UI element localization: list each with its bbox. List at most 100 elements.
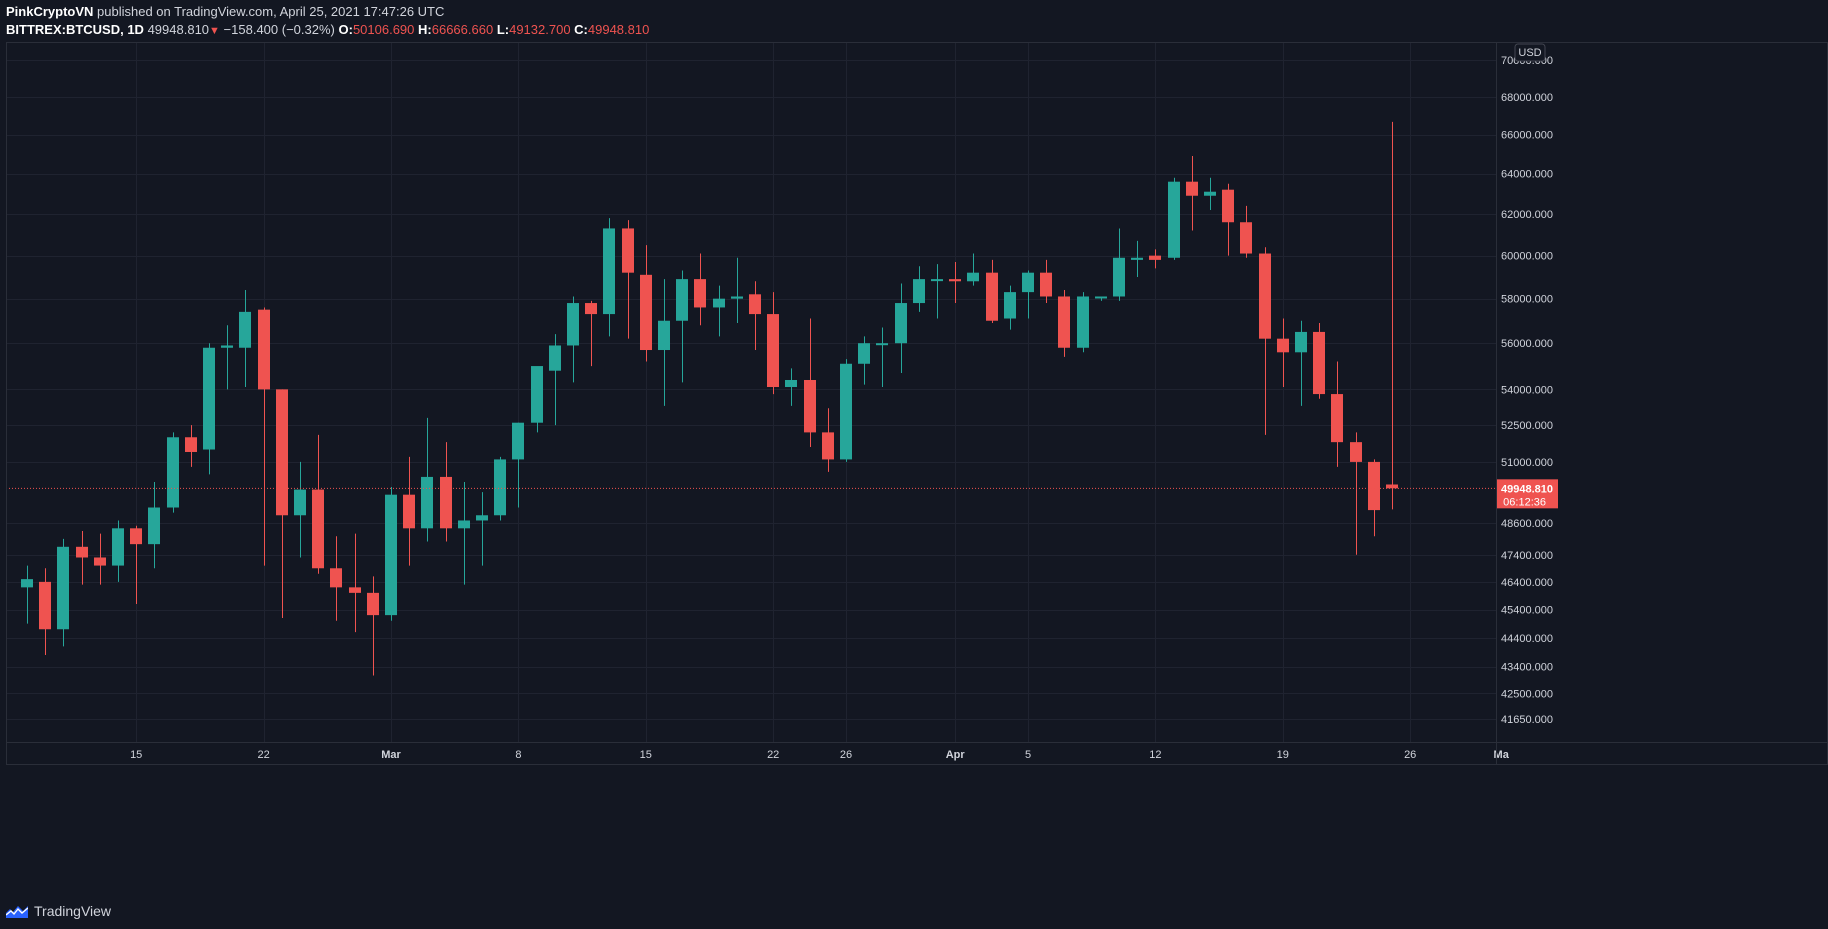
candle-body — [276, 389, 288, 516]
candle-body — [21, 579, 33, 588]
candle-up — [421, 417, 433, 542]
time-tick-label: 22 — [767, 749, 779, 761]
candle-body — [1004, 292, 1016, 319]
candle-body — [221, 345, 233, 348]
time-tick-label: 8 — [515, 749, 521, 761]
time-tick-label: 19 — [1277, 749, 1289, 761]
candle-body — [1186, 181, 1198, 196]
high-label: H: — [418, 22, 432, 37]
candle-body — [1277, 338, 1289, 353]
price-tick-label: 58000.000 — [1501, 294, 1553, 306]
candle-body — [1113, 257, 1125, 297]
candle-down — [1058, 289, 1070, 357]
candle-up — [567, 296, 579, 383]
candle-up — [167, 432, 179, 513]
candle-body — [694, 279, 706, 308]
open-value: 50106.690 — [352, 22, 415, 37]
last-price-badge — [1496, 479, 1558, 509]
candle-down — [1350, 432, 1362, 555]
time-tick-label: Apr — [946, 749, 966, 761]
candle-body — [148, 507, 160, 545]
change-value: −158.400 (−0.32%) — [223, 22, 335, 37]
candle-body — [1331, 394, 1343, 443]
candle-body — [1022, 272, 1034, 293]
candle-body — [713, 298, 725, 308]
candle-body — [1077, 296, 1089, 348]
candle-body — [1386, 484, 1398, 489]
candle-up — [658, 279, 670, 406]
high-value: 66666.660 — [431, 22, 494, 37]
candle-down — [622, 220, 634, 339]
symbol-label[interactable]: BITTREX:BTCUSD, 1D — [6, 22, 144, 37]
candle-up — [1131, 240, 1143, 277]
candle-body — [967, 272, 979, 282]
candle-body — [1040, 272, 1052, 297]
chart-area[interactable]: 70000.00068000.00066000.00064000.0006200… — [6, 42, 1828, 895]
candle-up — [858, 336, 870, 385]
published-text: published on TradingView.com, April 25, … — [93, 4, 445, 19]
candle-body — [622, 228, 634, 273]
time-tick-label: 15 — [640, 749, 652, 761]
close-value: 49948.810 — [587, 22, 650, 37]
candle-down — [185, 425, 197, 467]
candle-body — [167, 437, 179, 508]
candle-body — [658, 320, 670, 351]
footer-brand[interactable]: TradingView — [6, 900, 111, 922]
time-tick-label: 26 — [1404, 749, 1416, 761]
candle-up — [713, 285, 725, 337]
candle-body — [749, 294, 761, 315]
candle-up — [1095, 296, 1107, 301]
price-tick-label: 41650.000 — [1501, 714, 1553, 726]
candle-body — [1095, 296, 1107, 299]
candle-up — [840, 359, 852, 462]
candle-up — [531, 366, 543, 433]
candle-up — [1113, 228, 1125, 301]
candle-body — [858, 343, 870, 364]
candle-body — [931, 279, 943, 282]
candle-body — [440, 476, 452, 529]
candle-up — [239, 289, 251, 388]
price-tick-label: 46400.000 — [1501, 577, 1553, 589]
candle-body — [367, 592, 379, 616]
candle-body — [1350, 442, 1362, 462]
candle-up — [203, 343, 215, 475]
candle-body — [112, 528, 124, 566]
price-tick-label: 44400.000 — [1501, 633, 1553, 645]
candle-body — [895, 303, 907, 344]
candle-body — [476, 515, 488, 521]
candle-down — [1259, 247, 1271, 435]
candle-body — [767, 314, 779, 388]
price-axis[interactable]: 70000.00068000.00066000.00064000.0006200… — [1496, 42, 1828, 742]
candle-down — [330, 536, 342, 621]
candle-body — [731, 296, 743, 299]
candle-up — [895, 283, 907, 374]
candle-down — [949, 262, 961, 304]
candle-body — [239, 311, 251, 348]
candle-body — [585, 303, 597, 315]
candle-down — [1386, 121, 1398, 510]
candle-down — [1240, 205, 1252, 258]
publish-line: PinkCryptoVN published on TradingView.co… — [6, 3, 1828, 21]
candle-body — [1368, 461, 1380, 511]
candle-down — [640, 245, 652, 362]
candle-down — [130, 525, 142, 604]
candlestick-chart[interactable]: 70000.00068000.00066000.00064000.0006200… — [6, 42, 1828, 895]
candle-body — [1131, 257, 1143, 260]
time-tick-label: 15 — [130, 749, 142, 761]
candle-down — [258, 307, 270, 566]
candle-body — [1149, 255, 1161, 260]
candle-body — [294, 489, 306, 516]
price-tick-label: 48600.000 — [1501, 518, 1553, 530]
candles — [21, 121, 1398, 676]
candle-up — [512, 422, 524, 508]
candle-down — [39, 568, 51, 656]
candle-body — [1168, 181, 1180, 258]
candle-down — [1040, 259, 1052, 304]
candle-up — [1204, 177, 1216, 210]
publisher-name[interactable]: PinkCryptoVN — [6, 4, 94, 19]
candle-body — [258, 309, 270, 390]
candle-body — [512, 422, 524, 460]
candle-body — [76, 546, 88, 558]
candle-down — [1149, 249, 1161, 269]
time-axis[interactable]: 15 22 Mar 8 15 22 26 Apr 5 12 19 26 Ma — [130, 749, 1510, 761]
